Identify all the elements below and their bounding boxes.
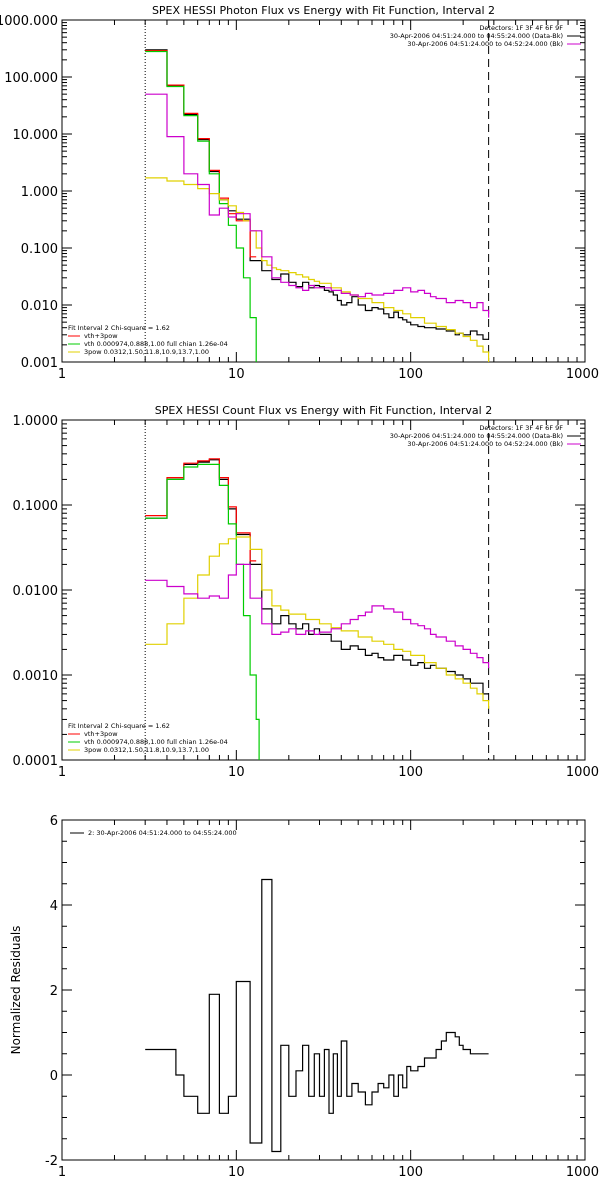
y-tick-label: 0.0001 (13, 754, 59, 769)
legend-top-entry: 30-Apr-2006 04:51:24.000 to 04:55:24.000… (390, 432, 563, 440)
y-tick-label: 1.000 (21, 185, 58, 200)
photon-flux-panel: SPEX HESSI Photon Flux vs Energy with Fi… (0, 4, 599, 382)
x-tick-label: 1 (58, 367, 66, 382)
legend-bottom-entry: vth+3pow (84, 332, 118, 340)
count-flux-panel: SPEX HESSI Count Flux vs Energy with Fit… (13, 404, 600, 780)
legend-bottom-entry: Fit Interval 2 Chi-square = 1.62 (68, 324, 170, 332)
residuals-panel: Normalized Residuals 1 10 100 1000 -2 0 2 4 6 2: 3… (9, 814, 599, 1180)
x-tick-label: 100 (398, 1165, 423, 1180)
x-tick-label: 100 (398, 367, 423, 382)
x-tick-label: 1000 (566, 1165, 599, 1180)
x-tick-label: 1 (58, 765, 66, 780)
y-tick-label: 0.010 (21, 299, 58, 314)
y-tick-label: 1.0000 (13, 414, 59, 429)
legend-bottom-entry: vth 0.000974,0.888,1.00 full chian 1.26e… (84, 738, 228, 746)
legend-bottom-entry: 3pow 0.0312,1.50,11.8,10.9,13.7,1.00 (84, 348, 209, 356)
series-line-0 (145, 878, 489, 1153)
y-tick-label: 4 (50, 899, 58, 914)
y-tick-label: 0.0100 (13, 584, 59, 599)
y-tick-label: 1000.000 (0, 14, 58, 29)
legend-top-entry: 2: 30-Apr-2006 04:51:24.000 to 04:55:24.… (88, 829, 237, 837)
y-tick-label: 0.1000 (13, 499, 59, 514)
legend-top-entry: Detectors: 1F 3F 4F 6F 9F (479, 24, 563, 32)
y-axis-label: Normalized Residuals (9, 926, 23, 1055)
y-tick-label: 0.001 (21, 356, 58, 371)
chart-title: SPEX HESSI Count Flux vs Energy with Fit… (155, 404, 492, 417)
x-tick-label: 10 (228, 367, 245, 382)
series-line-2 (145, 50, 257, 362)
y-tick-label: 10.000 (13, 128, 59, 143)
y-tick-label: 100.000 (4, 71, 58, 86)
chart-title: SPEX HESSI Photon Flux vs Energy with Fi… (152, 4, 495, 17)
legend-bottom-entry: vth 0.000974,0.888,1.00 full chian 1.26e… (84, 340, 228, 348)
x-tick-label: 100 (398, 765, 423, 780)
legend-top-entry: Detectors: 1F 3F 4F 6F 9F (479, 424, 563, 432)
legend-bottom-entry: Fit Interval 2 Chi-square = 1.62 (68, 722, 170, 730)
x-tick-label: 10 (228, 765, 245, 780)
y-tick-label: 2 (50, 984, 58, 999)
series-line-2 (145, 463, 260, 760)
x-tick-label: 1000 (566, 765, 599, 780)
legend-top-entry: 30-Apr-2006 04:51:24.000 to 04:55:24.000… (390, 32, 563, 40)
y-tick-label: 0.0010 (13, 669, 59, 684)
y-tick-label: -2 (45, 1154, 58, 1169)
series-line-3 (145, 177, 490, 362)
y-tick-label: 0 (50, 1069, 58, 1084)
x-tick-label: 10 (228, 1165, 245, 1180)
legend-top-entry: 30-Apr-2006 04:51:24.000 to 04:52:24.000… (407, 40, 563, 48)
series-line-3 (145, 536, 490, 709)
y-tick-label: 6 (50, 814, 58, 829)
x-tick-label: 1000 (566, 367, 599, 382)
x-tick-label: 1 (58, 1165, 66, 1180)
series-line-1 (145, 50, 257, 258)
series-line-4 (145, 563, 490, 669)
legend-top-entry: 30-Apr-2006 04:51:24.000 to 04:52:24.000… (407, 440, 563, 448)
legend-bottom-entry: 3pow 0.0312,1.50,11.8,10.9,13.7,1.00 (84, 746, 209, 754)
y-tick-label: 0.100 (21, 242, 58, 257)
series-line-4 (145, 93, 490, 318)
legend-bottom-entry: vth+3pow (84, 730, 118, 738)
